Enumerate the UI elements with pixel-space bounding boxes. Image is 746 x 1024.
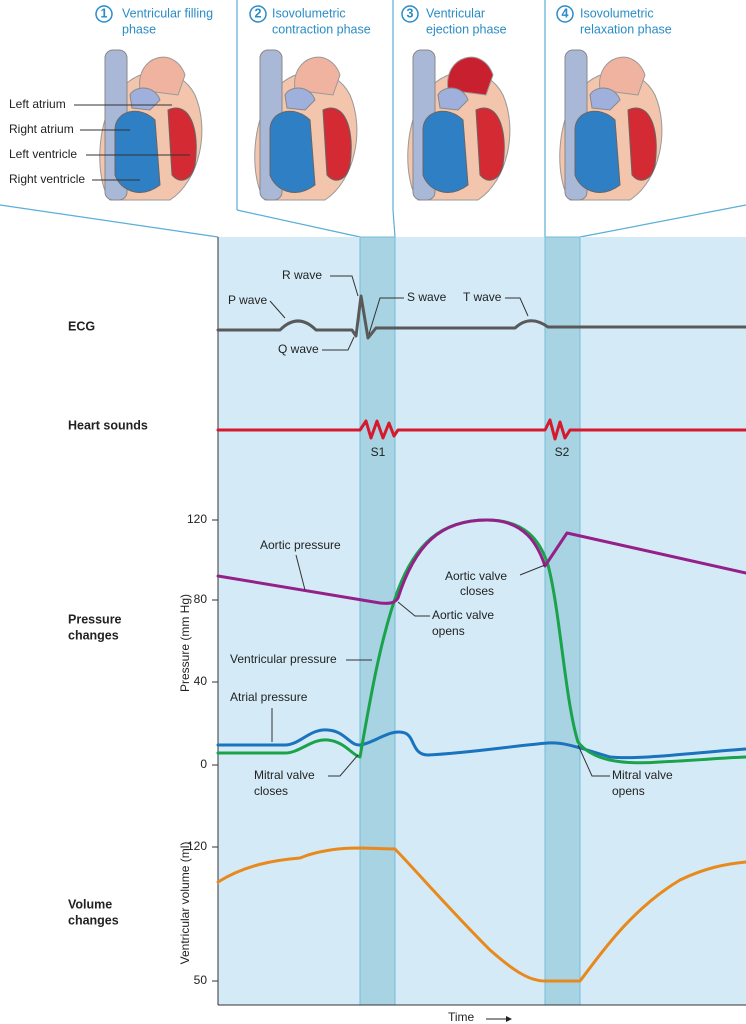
heart-part (422, 110, 469, 193)
row-title: ECG (68, 319, 95, 333)
pressure-label: Ventricular pressure (230, 652, 337, 666)
pressure-ticks: 120 80 40 0 (187, 512, 218, 771)
phase-label: Ventricular filling (122, 6, 213, 20)
row-title: Pressure (68, 612, 122, 626)
volume-curve (216, 846, 746, 983)
heart-part (167, 107, 197, 181)
sound-label: S1 (371, 445, 386, 459)
time-label: Time (448, 1010, 475, 1024)
heart-sound-trace (216, 418, 746, 441)
row-title: changes (68, 628, 119, 642)
pressure-label: Aortic pressure (260, 538, 341, 552)
row-title: Heart sounds (68, 418, 148, 432)
heart-part (437, 87, 469, 111)
phase-label: Ventricular (426, 6, 485, 20)
tick-label: 120 (187, 839, 207, 853)
heart-part (599, 56, 646, 96)
pressure-label: closes (254, 784, 288, 798)
tick-label: 120 (187, 512, 207, 526)
heart-labels: Left atrium Right atrium Left ventricle … (9, 97, 190, 186)
heart-part (139, 56, 186, 96)
heart-part (114, 110, 161, 193)
ecg-label: P wave (228, 293, 267, 307)
phase-band (359, 236, 396, 1006)
tick-label: 40 (194, 674, 208, 688)
phase-number: 1 (101, 6, 108, 20)
heart-label: Left ventricle (9, 147, 77, 161)
ecg-label: R wave (282, 268, 322, 282)
phase-headers: 1 Ventricular filling phase 2 Isovolumet… (95, 5, 672, 36)
pressure-label: Aortic valve (432, 608, 494, 622)
pressure-label: Aortic valve (445, 569, 507, 583)
pressure-label: closes (460, 584, 494, 598)
phase-band (544, 236, 581, 1006)
sound-label: S2 (555, 445, 570, 459)
phase-label: relaxation phase (580, 22, 672, 36)
heart-label: Left atrium (9, 97, 66, 111)
ecg-label: Q wave (278, 342, 319, 356)
phase-label: ejection phase (426, 22, 507, 36)
tick-label: 80 (194, 592, 208, 606)
phase-label: Isovolumetric (272, 6, 346, 20)
phase-label: Isovolumetric (580, 6, 654, 20)
phase-number: 2 (255, 6, 262, 20)
heart-part (475, 107, 505, 181)
tick-label: 0 (200, 757, 207, 771)
ecg-label: S wave (407, 290, 447, 304)
heart-part (447, 56, 494, 96)
pressure-label: opens (612, 784, 645, 798)
phase-label: phase (122, 22, 156, 36)
axis-label: Pressure (mm Hg) (178, 594, 192, 692)
phase-number: 4 (562, 6, 569, 20)
ecg-trace (216, 294, 746, 340)
phase-number: 3 (407, 6, 414, 20)
time-arrow (506, 1016, 512, 1022)
pressure-label: Mitral valve (254, 768, 315, 782)
heart-part (627, 107, 657, 181)
aortic-pressure (216, 518, 746, 605)
phase-label: contraction phase (272, 22, 371, 36)
row-title: changes (68, 913, 119, 927)
pressure-label: opens (432, 624, 465, 638)
row-title: Volume (68, 897, 112, 911)
heart-part (589, 87, 621, 111)
ecg-label: T wave (463, 290, 502, 304)
heart-part (294, 56, 341, 96)
pressure-label: Atrial pressure (230, 690, 308, 704)
pressure-label: Mitral valve (612, 768, 673, 782)
heart-part (269, 110, 316, 193)
hearts (99, 49, 663, 201)
heart-part (284, 87, 316, 111)
tick-label: 50 (194, 973, 208, 987)
chart-bg (218, 237, 746, 1005)
phase-frame (0, 0, 746, 238)
axis-label: Ventricular volume (ml) (178, 842, 192, 965)
heart-part (574, 110, 621, 193)
heart-part (322, 107, 352, 181)
heart-label: Right ventricle (9, 172, 85, 186)
atrial-pressure (216, 728, 746, 760)
heart-label: Right atrium (9, 122, 74, 136)
